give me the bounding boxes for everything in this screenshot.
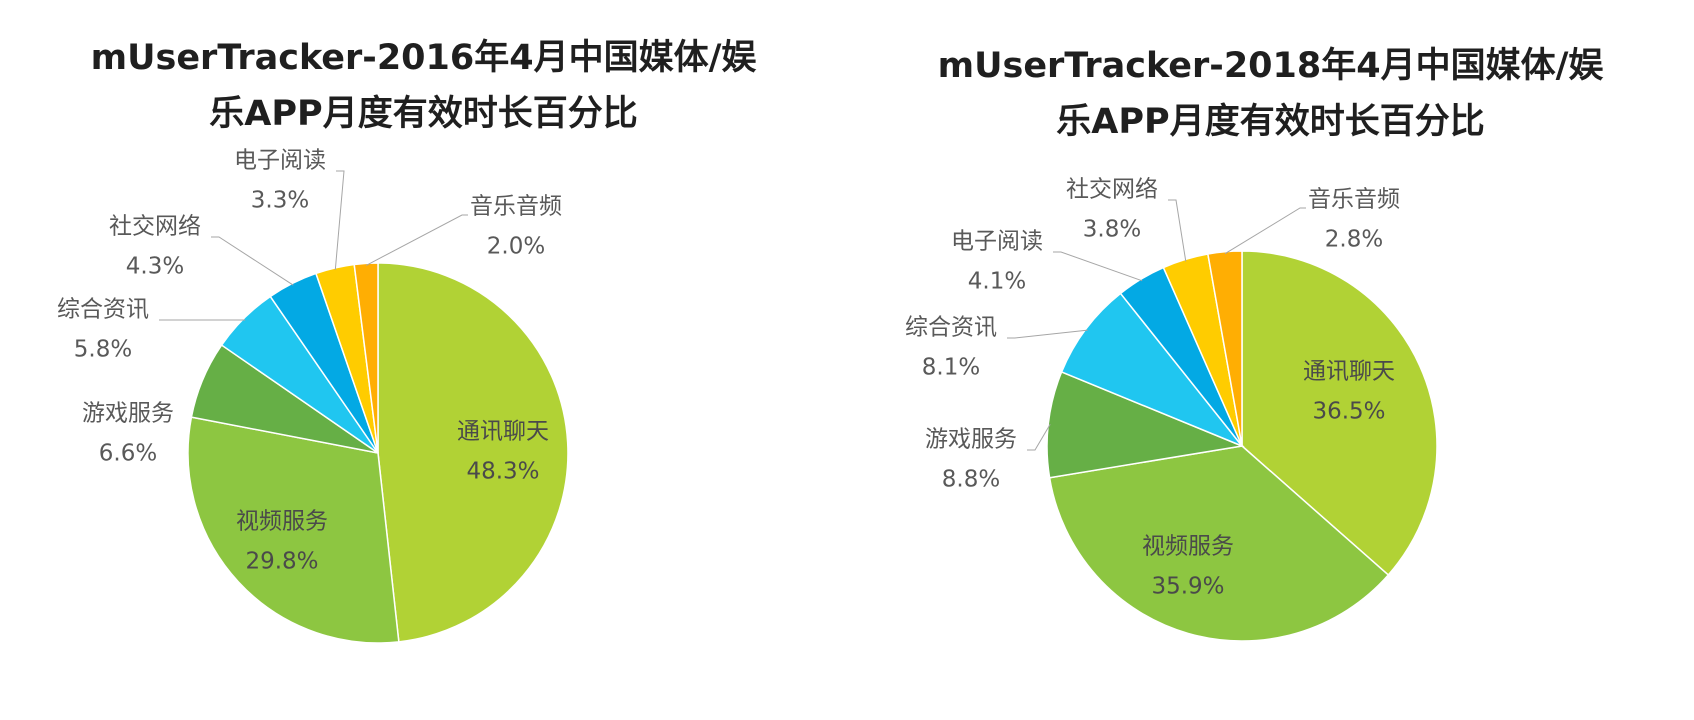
- slice-category-label: 游戏服务: [925, 427, 1017, 453]
- pie-slice: [1048, 445, 1390, 642]
- slice-value-label: 29.8%: [245, 549, 318, 575]
- pie-slice: [353, 262, 379, 454]
- chart-title-line-1: mUserTracker-2018年4月中国媒体/娱: [937, 46, 1604, 86]
- slice-category-label: 游戏服务: [82, 401, 174, 427]
- slice-category-label: 视频服务: [236, 509, 328, 535]
- pie-slice: [1207, 250, 1243, 447]
- leader-line: [365, 214, 468, 266]
- slice-value-label: 35.9%: [1151, 574, 1224, 600]
- slice-value-label: 2.0%: [487, 234, 545, 260]
- leader-line: [1053, 251, 1143, 282]
- slice-value-label: 6.6%: [99, 441, 157, 467]
- pie-slices: [1046, 250, 1438, 642]
- pie-slices: [187, 262, 569, 644]
- slice-value-label: 36.5%: [1312, 399, 1385, 425]
- slice-value-label: 3.3%: [251, 188, 309, 214]
- chart-title: mUserTracker-2018年4月中国媒体/娱 乐APP月度有效时长百分比: [847, 38, 1694, 150]
- chart-title-line-2: 乐APP月度有效时长百分比: [209, 94, 638, 134]
- pie-slice: [1060, 292, 1245, 448]
- pie-slice: [1241, 250, 1438, 577]
- slice-category-label: 社交网络: [109, 214, 201, 240]
- slice-value-label: 48.3%: [466, 459, 539, 485]
- slice-value-label: 8.8%: [942, 467, 1000, 493]
- slice-value-label: 8.1%: [922, 355, 980, 381]
- leader-lines: [1007, 199, 1306, 451]
- slice-value-label: 3.8%: [1083, 217, 1141, 243]
- slice-value-label: 5.8%: [74, 337, 132, 363]
- slice-value-label: 2.8%: [1325, 227, 1383, 253]
- pie-chart-2018: mUserTracker-2018年4月中国媒体/娱 乐APP月度有效时长百分比…: [847, 0, 1694, 720]
- slice-category-label: 音乐音频: [1308, 187, 1400, 213]
- slice-value-label: 4.3%: [126, 254, 184, 280]
- leader-line: [334, 170, 345, 270]
- slice-category-label: 视频服务: [1142, 534, 1234, 560]
- chart-title-line-1: mUserTracker-2016年4月中国媒体/娱: [90, 38, 757, 78]
- slice-category-label: 社交网络: [1066, 177, 1158, 203]
- slice-labels: 通讯聊天 36.5% 视频服务 35.9% 游戏服务 8.8% 综合资讯 8.1% 电子阅读 4.…: [905, 177, 1400, 600]
- chart-title-line-2: 乐APP月度有效时长百分比: [1056, 102, 1485, 142]
- pie-chart-2016: mUserTracker-2016年4月中国媒体/娱 乐APP月度有效时长百分比…: [0, 30, 847, 644]
- pie-slice: [187, 416, 400, 644]
- leader-line: [1007, 329, 1088, 339]
- slice-category-label: 综合资讯: [57, 297, 149, 323]
- pie-slice: [1046, 370, 1245, 479]
- pie-chart-svg: 通讯聊天 36.5% 视频服务 35.9% 游戏服务 8.8% 综合资讯 8.1% 电子阅读 4.…: [905, 177, 1438, 642]
- leader-line: [1224, 207, 1306, 255]
- leader-line: [211, 236, 294, 286]
- slice-category-label: 通讯聊天: [457, 419, 549, 445]
- leader-line: [1027, 423, 1051, 451]
- slice-category-label: 音乐音频: [470, 194, 562, 220]
- pie-chart-svg: 通讯聊天 48.3% 视频服务 29.8% 游戏服务 6.6% 综合资讯 5.8% 社交网络 4.…: [57, 148, 569, 644]
- leader-line: [1168, 199, 1187, 262]
- slice-category-label: 综合资讯: [905, 315, 997, 341]
- leader-lines: [159, 170, 468, 321]
- chart-title: mUserTracker-2016年4月中国媒体/娱 乐APP月度有效时长百分比: [0, 30, 847, 142]
- slice-category-label: 电子阅读: [234, 148, 326, 174]
- slice-value-label: 4.1%: [968, 269, 1026, 295]
- slice-category-label: 电子阅读: [951, 229, 1043, 255]
- pie-slice: [377, 262, 569, 643]
- slice-category-label: 通讯聊天: [1303, 359, 1395, 385]
- slice-labels: 通讯聊天 48.3% 视频服务 29.8% 游戏服务 6.6% 综合资讯 5.8% 社交网络 4.…: [57, 148, 562, 575]
